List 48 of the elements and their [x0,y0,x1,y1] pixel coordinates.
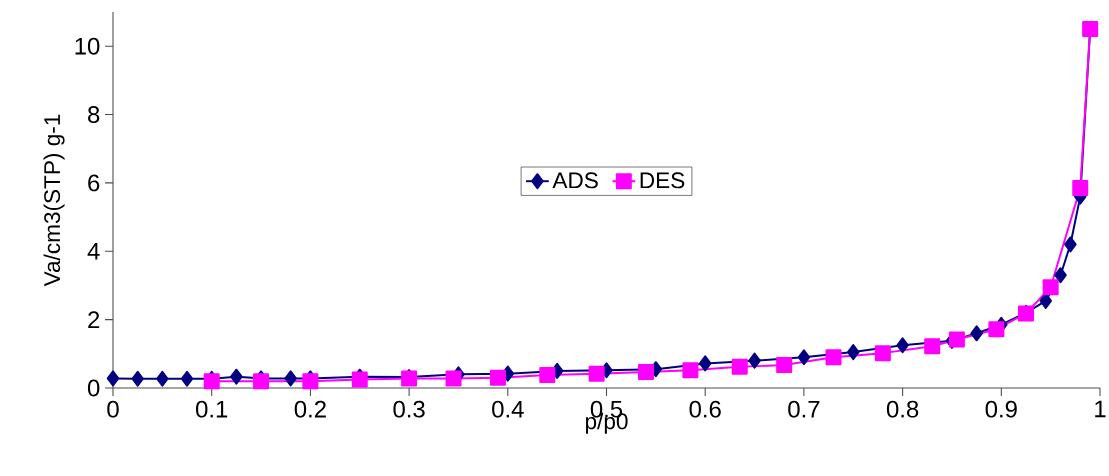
y-tick-label: 2 [88,311,100,328]
point [988,321,1005,338]
point [180,370,194,387]
x-tick-label: 0.7 [788,400,820,418]
point [698,355,712,372]
x-tick-label: 0.3 [393,400,425,418]
y-tick-label: 4 [87,243,100,260]
y-tick-label: 10 [75,37,100,55]
point [637,363,654,380]
point [825,349,842,366]
x-tick-label: 0.2 [294,400,326,418]
x-tick-label: 0.8 [886,400,919,418]
x-tick-label: 0 [107,400,119,418]
point [948,331,965,348]
point [588,365,605,382]
legend-label: DES [640,172,685,189]
x-tick-label: 0.1 [196,400,228,418]
point [1072,180,1089,197]
point [970,325,983,342]
point [445,370,462,387]
x-tick-label: 1 [1095,400,1106,418]
point [776,357,793,374]
y-axis-title: Va/cm3(STP) g-1 [43,114,65,287]
point [156,370,169,387]
point [131,370,144,387]
point [1064,236,1077,253]
point [489,369,506,386]
point [682,362,699,379]
x-tick-label: 0.9 [985,400,1017,418]
point [230,368,243,385]
y-tick-label: 8 [88,106,100,123]
point [896,337,909,354]
y-tick-label: 6 [88,174,100,192]
point [924,338,941,355]
legend-label: ADS [552,172,598,189]
point [284,370,297,387]
x-tick-label: 0.4 [492,400,524,418]
point [748,352,761,369]
point [539,367,556,384]
point [874,345,891,362]
y-tick-label: 0 [87,379,100,397]
point [1042,279,1059,296]
point [847,344,860,361]
point [106,370,120,387]
point [731,358,748,375]
point [1054,267,1067,284]
x-tick-label: 0.6 [689,400,721,418]
point [797,349,811,366]
